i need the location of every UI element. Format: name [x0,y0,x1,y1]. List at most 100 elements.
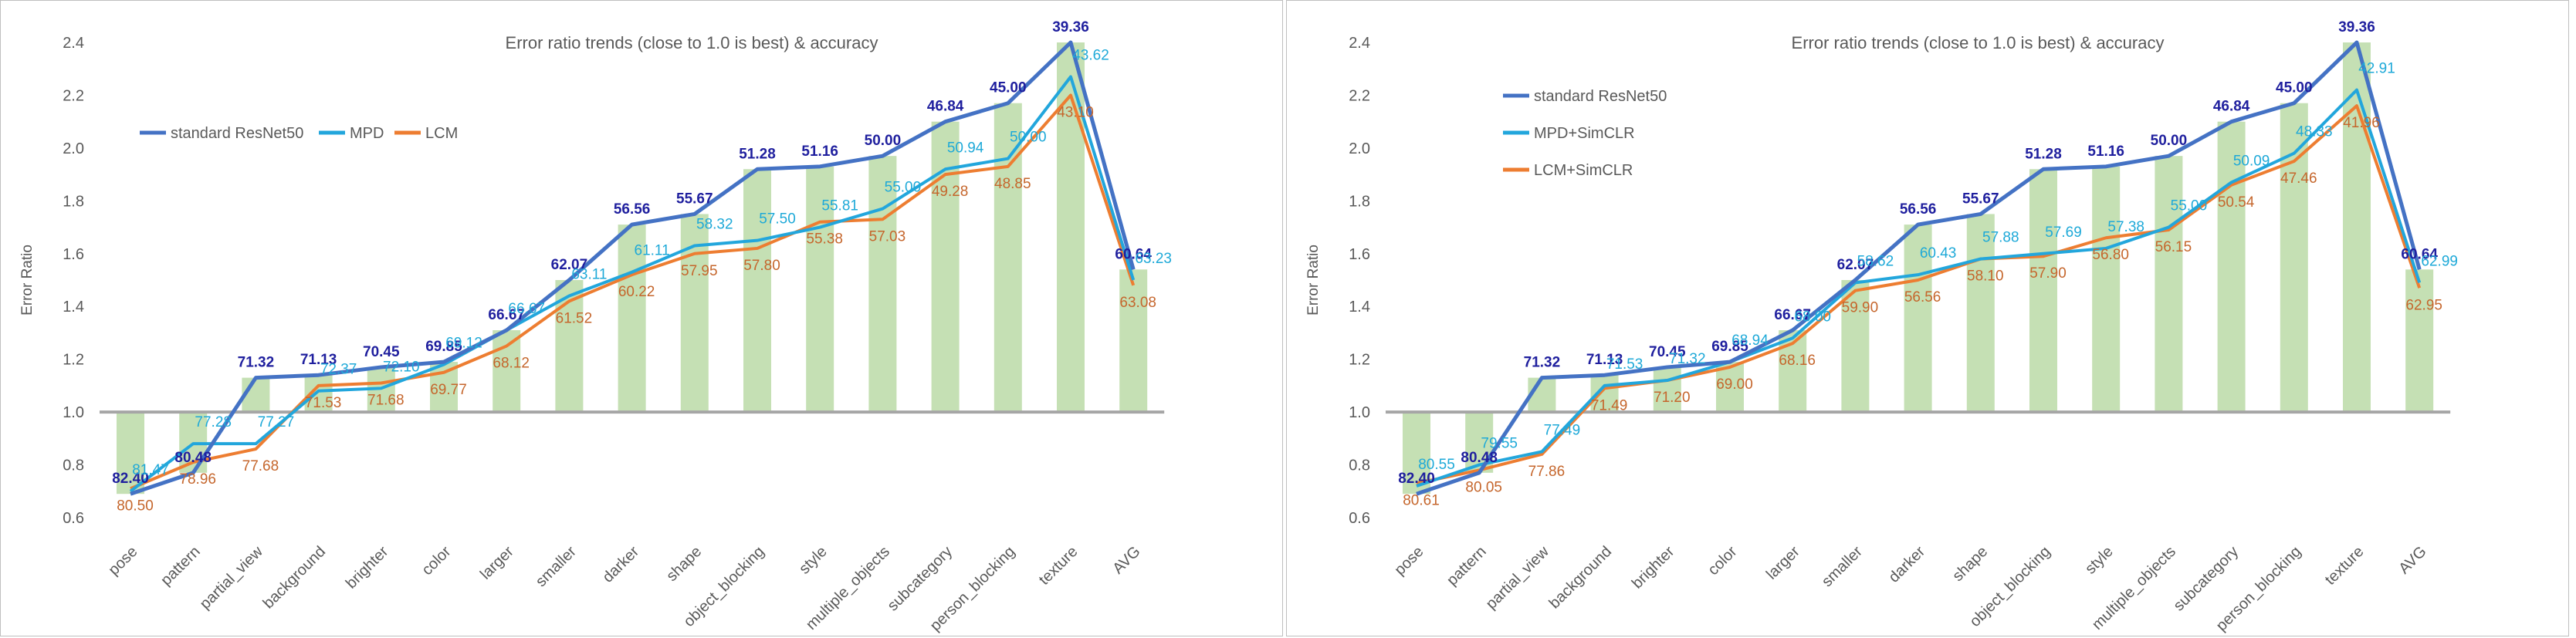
data-label: 81.47 [132,462,169,478]
error-ratio-bar [618,224,646,413]
x-tick-label: partial_view [197,543,267,613]
error-ratio-bar [2217,121,2246,413]
data-label: 46.84 [2213,99,2250,115]
data-label: 51.16 [801,143,838,160]
data-label: 57.50 [759,211,796,228]
legend-label: LCM [425,125,458,142]
x-tick-label: pattern [1444,543,1490,589]
x-tick-label: pose [1391,543,1427,579]
data-label: 48.85 [994,176,1031,192]
x-tick-label: AVG [2395,543,2429,577]
series-line [130,40,1136,496]
data-label: 71.53 [1606,356,1643,373]
x-tick-label: background [1546,543,1615,612]
y-tick-label: 0.8 [63,457,84,474]
data-label: 71.32 [1669,351,1706,367]
data-label: 62.95 [2405,297,2442,313]
data-label: 62.99 [2421,253,2458,269]
data-label: 62.07 [551,257,588,273]
data-label: 48.33 [2296,124,2333,140]
error-ratio-bar [2029,169,2057,413]
data-label: 68.12 [493,356,530,372]
data-label: 39.36 [1052,19,1089,35]
data-label: 55.00 [2171,198,2208,214]
y-tick-label: 2.4 [1349,35,1370,52]
data-label: 69.77 [430,382,467,398]
data-label: 69.12 [445,336,482,352]
data-label: 45.00 [2276,80,2313,96]
data-label: 39.36 [2338,19,2375,35]
error-ratio-bar [931,121,960,413]
chart-panel-left: Error ratio trends (close to 1.0 is best… [0,0,1283,636]
error-ratio-bar [1119,269,1148,413]
data-label: 56.56 [1904,289,1941,305]
data-label: 70.45 [363,344,400,360]
error-ratio-bar [994,103,1022,413]
data-label: 77.28 [195,414,232,430]
data-label: 71.49 [1591,397,1628,414]
data-label: 55.81 [821,198,858,214]
data-label: 78.96 [179,471,216,488]
data-label: 47.46 [2280,170,2317,187]
y-tick-label: 1.8 [63,193,84,210]
data-label: 61.11 [635,243,670,259]
x-tick-label: smaller [1819,543,1866,590]
data-label: 50.00 [865,133,902,149]
data-label: 77.68 [242,458,279,474]
chart-right: Error ratio trends (close to 1.0 is best… [1305,19,2458,635]
x-tick-label: partial_view [1483,543,1553,613]
x-tick-label: darker [1885,543,1928,586]
data-label: 56.56 [614,201,651,218]
data-label: 50.00 [2151,133,2188,149]
error-ratio-bar [430,362,458,413]
x-tick-label: brighter [343,543,392,592]
x-tick-label: AVG [1109,543,1143,577]
data-label: 71.20 [1654,390,1691,406]
data-label: 66.67 [508,301,545,317]
data-label: 50.54 [2218,194,2255,211]
data-label: 62.07 [1837,257,1874,273]
x-tick-label: shape [663,543,705,585]
data-label: 57.90 [2029,265,2067,282]
y-tick-label: 1.8 [1349,193,1370,210]
data-label: 56.15 [2155,239,2192,255]
y-tick-label: 2.0 [63,140,84,157]
data-label: 58.32 [696,217,733,233]
data-label: 56.80 [2092,247,2129,263]
data-label: 58.62 [1857,253,1894,269]
data-label: 71.13 [1586,352,1623,368]
data-label: 45.00 [990,80,1027,96]
data-label: 80.05 [1465,479,1502,495]
data-label: 58.10 [1967,268,2004,285]
data-label: 82.40 [112,471,149,487]
data-label: 59.90 [1842,300,1879,316]
error-ratio-bar [743,169,771,413]
error-ratio-bar [1653,366,1681,413]
chart-title: Error ratio trends (close to 1.0 is best… [506,33,878,52]
legend-label: standard ResNet50 [171,125,303,142]
data-label: 69.00 [1716,376,1753,393]
data-label: 77.49 [1544,422,1581,438]
y-tick-label: 1.2 [63,352,84,369]
y-axis-title: Error Ratio [1305,245,1322,316]
data-label: 69.85 [425,339,462,355]
error-ratio-bar [1904,224,1932,413]
data-label: 60.43 [1920,245,1957,262]
y-tick-label: 1.2 [1349,352,1370,369]
y-tick-label: 1.4 [1349,299,1370,316]
data-label: 50.00 [1010,130,1047,146]
y-tick-label: 1.6 [63,246,84,263]
data-label: 70.45 [1649,344,1686,360]
chart-title: Error ratio trends (close to 1.0 is best… [1792,33,2165,52]
data-label: 66.67 [1774,307,1811,323]
y-tick-label: 0.8 [1349,457,1370,474]
data-label: 57.03 [869,228,906,245]
x-tick-label: smaller [533,543,580,590]
data-label: 80.55 [1418,457,1455,473]
x-tick-label: brighter [1629,543,1678,592]
x-tick-label: shape [1949,543,1991,585]
data-label: 57.69 [2045,224,2082,241]
data-label: 71.32 [1524,355,1561,371]
legend-label: standard ResNet50 [1534,88,1667,105]
data-label: 51.16 [2087,143,2124,160]
